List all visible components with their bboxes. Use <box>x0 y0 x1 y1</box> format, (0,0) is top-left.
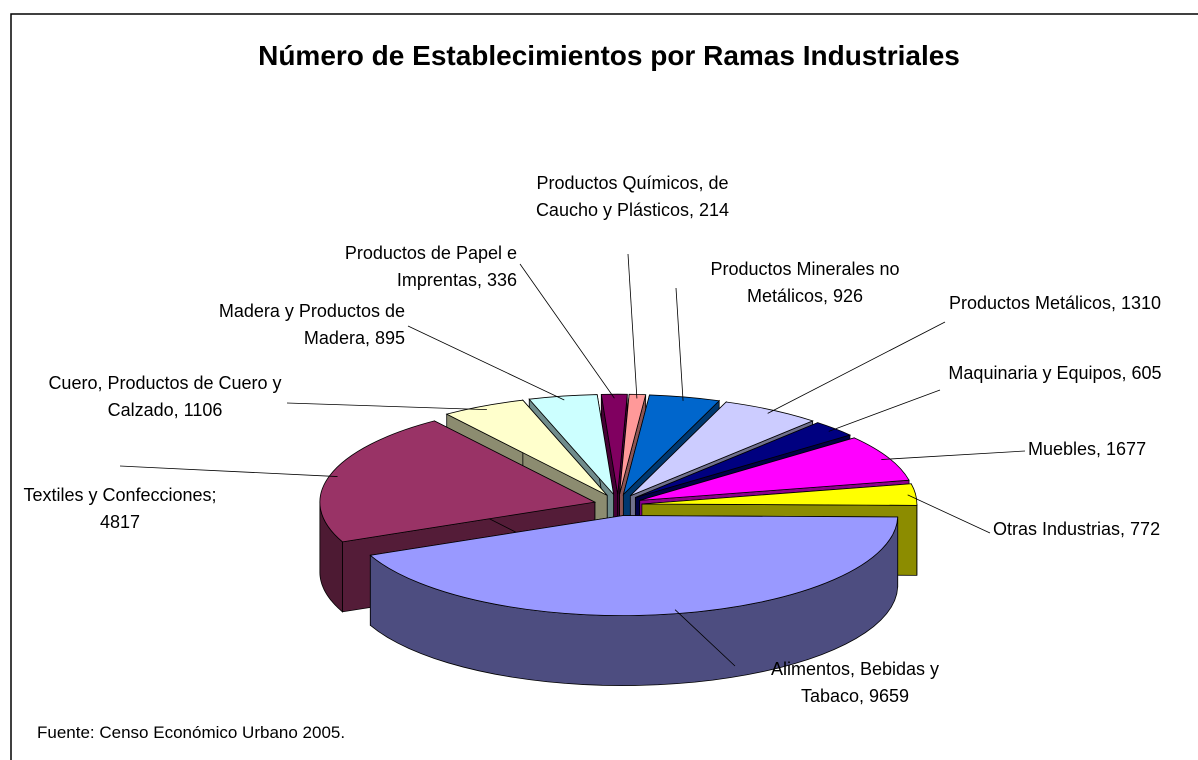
data-label: Productos Minerales no Metálicos, 926 <box>710 259 900 306</box>
data-label: Productos Químicos, de Caucho y Plástico… <box>535 173 730 220</box>
leader-line <box>286 402 487 411</box>
slice <box>630 401 814 497</box>
leader-line <box>767 321 946 414</box>
slice <box>622 394 721 496</box>
leader-line <box>881 450 1026 460</box>
data-label: Muebles, 1677 <box>1028 439 1147 459</box>
data-label: Cuero, Productos de Cuero y Calzado, 110… <box>48 373 282 420</box>
slice <box>639 437 910 501</box>
slice <box>600 393 628 495</box>
leader-line <box>675 287 684 401</box>
slice <box>319 420 597 543</box>
chart-border <box>10 13 1198 760</box>
slice <box>369 515 899 616</box>
data-label: Maquinaria y Equipos, 605 <box>948 363 1162 383</box>
slice <box>619 393 647 495</box>
leader-line <box>119 465 338 477</box>
data-label: Productos Metálicos, 1310 <box>948 293 1162 313</box>
chart-title: Número de Establecimientos por Ramas Ind… <box>258 40 960 71</box>
slice <box>445 399 608 496</box>
slice <box>528 394 615 496</box>
leader-line <box>407 325 565 401</box>
data-label: Madera y Productos de Madera, 895 <box>218 301 405 348</box>
leader-line <box>627 253 638 399</box>
data-label: Alimentos, Bebidas y Tabaco, 9659 <box>770 659 940 706</box>
leader-line <box>828 389 941 432</box>
slice <box>641 483 918 506</box>
leader-line <box>519 263 615 399</box>
source-note: Fuente: Censo Económico Urbano 2005. <box>37 723 346 742</box>
leader-line <box>674 609 736 667</box>
data-label: Otras Industrias, 772 <box>993 519 1161 539</box>
leader-line <box>907 494 991 534</box>
data-label: Productos de Papel e Imprentas, 336 <box>344 243 517 290</box>
data-label: Textiles y Confecciones; 4817 <box>23 485 217 532</box>
slice <box>635 422 852 498</box>
